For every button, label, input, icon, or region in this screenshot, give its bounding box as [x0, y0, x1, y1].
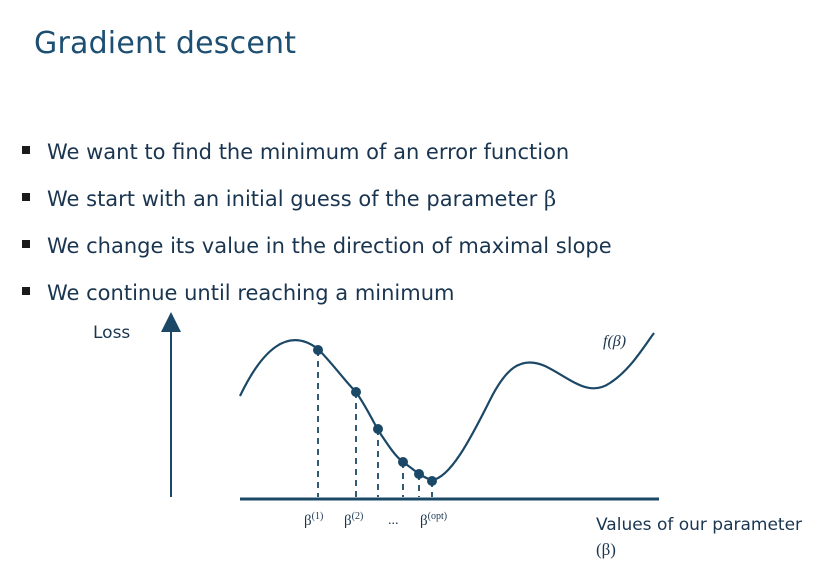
loss-curve — [239, 332, 655, 482]
beta-superscript: (2) — [352, 511, 364, 522]
beta-superscript: (1) — [312, 511, 324, 522]
beta-tick-label: ... — [388, 513, 399, 528]
beta-superscript: (opt) — [428, 511, 447, 522]
function-label: f(β) — [603, 333, 626, 350]
beta-tick-label: β(2) — [344, 511, 363, 529]
descent-point — [351, 387, 361, 397]
descent-point — [427, 476, 437, 486]
bullet-item: We want to find the minimum of an error … — [22, 128, 612, 175]
ellipsis: ... — [388, 513, 399, 528]
beta-base: β — [420, 513, 428, 529]
square-bullet-icon — [22, 192, 30, 201]
bullet-text: We change its value in the direction of … — [47, 233, 612, 258]
square-bullet-icon — [22, 286, 30, 295]
bullet-text-main: We start with an initial guess of the pa… — [47, 186, 538, 211]
bullet-item: We change its value in the direction of … — [22, 222, 612, 269]
slide-title: Gradient descent — [34, 26, 297, 61]
y-axis-label: Loss — [93, 323, 130, 343]
beta-base: β — [344, 513, 352, 529]
descent-point — [373, 424, 383, 434]
x-axis-label: Values of our parameter — [596, 515, 802, 535]
bullet-text: We want to find the minimum of an error … — [47, 139, 570, 164]
beta-tick-label: β(1) — [304, 511, 323, 529]
x-axis-label-symbol: (β) — [596, 540, 616, 559]
beta-tick-label: β(opt) — [420, 511, 447, 529]
descent-point — [313, 345, 323, 355]
descent-point — [414, 469, 424, 479]
beta-base: β — [304, 513, 312, 529]
square-bullet-icon — [22, 239, 30, 248]
descent-point — [398, 457, 408, 467]
square-bullet-icon — [22, 145, 30, 154]
bullet-list: We want to find the minimum of an error … — [22, 128, 612, 316]
bullet-item: We start with an initial guess of the pa… — [22, 175, 612, 222]
bullet-text: We start with an initial guess of the pa… — [47, 187, 556, 211]
bullet-text: We continue until reaching a minimum — [47, 280, 455, 305]
beta-symbol: β — [543, 186, 557, 211]
bullet-item: We continue until reaching a minimum — [22, 269, 612, 316]
